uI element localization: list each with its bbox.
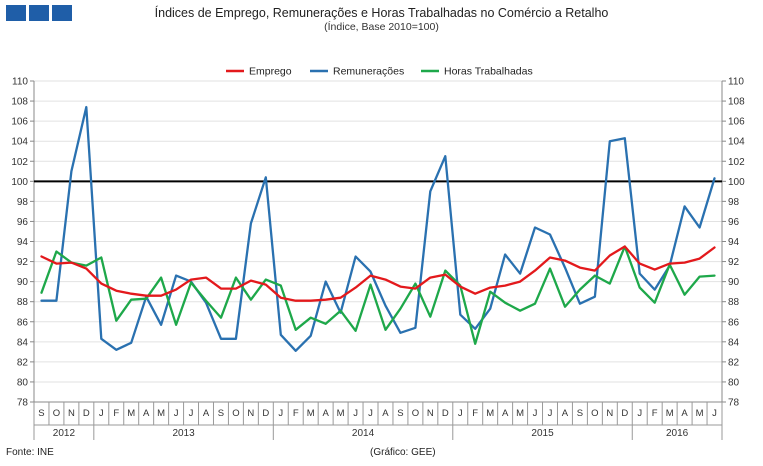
x-tick-label: A	[502, 408, 509, 419]
x-tick-label: J	[353, 408, 358, 419]
x-tick-label: O	[53, 408, 60, 419]
y-tick-label-right: 92	[728, 257, 740, 268]
gee-logo	[6, 5, 72, 21]
y-tick-label-right: 96	[728, 217, 740, 228]
y-tick-label-right: 86	[728, 317, 740, 328]
series-line-horas-trabalhadas	[40, 245, 716, 345]
y-tick-label-left: 86	[17, 317, 29, 328]
y-tick-label-left: 78	[17, 398, 29, 409]
x-tick-label: J	[174, 408, 179, 419]
y-tick-label-left: 104	[11, 137, 28, 148]
year-label: 2013	[172, 428, 195, 439]
x-tick-label: D	[621, 408, 628, 419]
x-tick-label: A	[681, 408, 688, 419]
y-tick-label-right: 88	[728, 297, 740, 308]
y-tick-label-right: 80	[728, 377, 740, 388]
x-tick-label: J	[99, 408, 104, 419]
year-label: 2015	[531, 428, 554, 439]
year-label: 2014	[352, 428, 375, 439]
y-tick-label-right: 82	[728, 357, 740, 368]
legend-label: Remunerações	[333, 66, 404, 78]
x-tick-label: M	[516, 408, 524, 419]
y-tick-label-right: 108	[728, 97, 745, 108]
x-tick-label: O	[232, 408, 239, 419]
x-tick-label: J	[458, 408, 463, 419]
y-tick-label-left: 100	[11, 177, 28, 188]
y-tick-label-left: 80	[17, 377, 29, 388]
chart-credit: (Gráfico: GEE)	[370, 447, 436, 458]
x-tick-label: S	[577, 408, 583, 419]
x-tick-label: J	[637, 408, 642, 419]
y-tick-label-right: 100	[728, 177, 745, 188]
y-tick-label-left: 108	[11, 97, 28, 108]
x-tick-label: N	[247, 408, 254, 419]
x-tick-label: A	[322, 408, 329, 419]
x-tick-label: N	[68, 408, 75, 419]
x-tick-label: F	[113, 408, 119, 419]
y-tick-label-left: 98	[17, 197, 29, 208]
x-tick-label: J	[548, 408, 553, 419]
y-tick-label-right: 110	[728, 77, 744, 88]
y-tick-label-left: 84	[17, 337, 29, 348]
x-tick-label: A	[203, 408, 210, 419]
x-tick-label: M	[696, 408, 704, 419]
y-tick-label-left: 110	[12, 77, 28, 88]
x-tick-label: J	[278, 408, 283, 419]
x-tick-label: N	[606, 408, 613, 419]
y-tick-label-left: 94	[17, 237, 29, 248]
y-tick-label-left: 88	[17, 297, 29, 308]
year-label: 2016	[666, 428, 689, 439]
x-tick-label: A	[143, 408, 150, 419]
x-tick-label: S	[397, 408, 403, 419]
x-tick-label: S	[38, 408, 44, 419]
y-tick-label-right: 104	[728, 137, 745, 148]
y-tick-label-left: 102	[11, 157, 28, 168]
x-tick-label: N	[427, 408, 434, 419]
x-tick-label: M	[307, 408, 315, 419]
year-label: 2012	[53, 428, 76, 439]
x-tick-label: D	[83, 408, 90, 419]
y-tick-label-left: 106	[11, 117, 28, 128]
y-tick-label-right: 98	[728, 197, 740, 208]
series-line-remunera-es	[40, 105, 716, 352]
x-tick-label: M	[486, 408, 494, 419]
legend-label: Horas Trabalhadas	[444, 66, 533, 78]
x-tick-label: J	[189, 408, 194, 419]
x-tick-label: A	[562, 408, 569, 419]
x-tick-label: M	[666, 408, 674, 419]
y-tick-label-right: 94	[728, 237, 740, 248]
x-tick-label: D	[442, 408, 449, 419]
x-tick-label: O	[412, 408, 419, 419]
y-tick-label-right: 84	[728, 337, 740, 348]
x-tick-label: M	[157, 408, 165, 419]
x-tick-label: M	[127, 408, 135, 419]
x-tick-label: F	[652, 408, 658, 419]
y-tick-label-right: 106	[728, 117, 745, 128]
y-tick-label-left: 92	[17, 257, 29, 268]
x-tick-label: M	[337, 408, 345, 419]
x-tick-label: J	[712, 408, 717, 419]
y-tick-label-right: 90	[728, 277, 740, 288]
y-tick-label-right: 102	[728, 157, 745, 168]
source-note: Fonte: INE	[6, 447, 54, 458]
y-tick-label-right: 78	[728, 398, 740, 409]
x-tick-label: D	[262, 408, 269, 419]
x-tick-label: J	[533, 408, 538, 419]
chart-subtitle: (Índice, Base 2010=100)	[324, 21, 439, 33]
x-tick-label: O	[591, 408, 598, 419]
chart-title: Índices de Emprego, Remunerações e Horas…	[154, 6, 609, 20]
series-line-emprego	[40, 245, 716, 302]
x-tick-label: S	[218, 408, 224, 419]
y-tick-label-left: 82	[17, 357, 29, 368]
x-tick-label: J	[368, 408, 373, 419]
x-tick-label: F	[293, 408, 299, 419]
y-tick-label-left: 90	[17, 277, 29, 288]
x-tick-label: F	[472, 408, 478, 419]
y-tick-label-left: 96	[17, 217, 29, 228]
legend-label: Emprego	[249, 66, 292, 78]
x-tick-label: A	[382, 408, 389, 419]
